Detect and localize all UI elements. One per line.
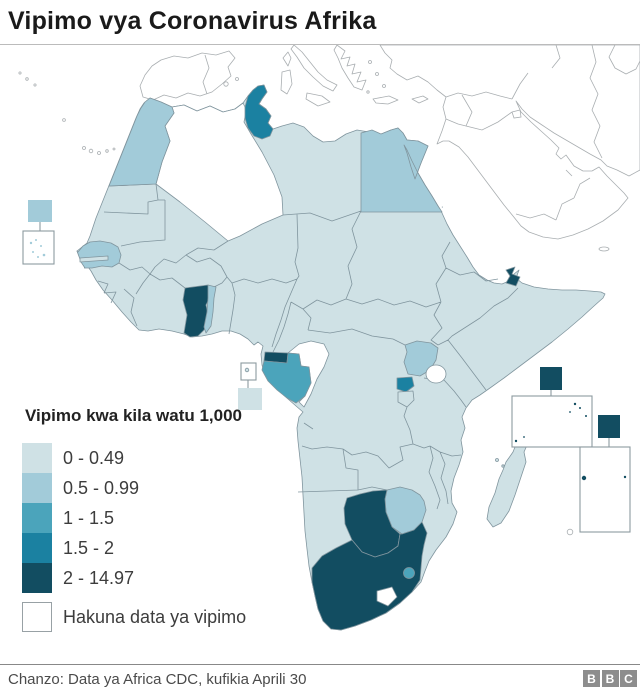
country-south-africa (311, 521, 428, 631)
island-sardinia (280, 69, 293, 95)
island-crete (372, 95, 399, 105)
bbc-logo: B B C (583, 670, 637, 687)
region-middle-east (379, 45, 640, 240)
callout-sao-tome (238, 362, 262, 410)
bbc-logo-block: C (620, 670, 637, 687)
border-portugal-spain (202, 54, 210, 95)
country-senegal (76, 240, 122, 269)
region-greece (333, 45, 367, 91)
source-attribution: Chanzo: Data ya Africa CDC, kufikia Apri… (8, 671, 307, 688)
bbc-logo-block: B (601, 670, 619, 687)
africa-map (0, 45, 640, 664)
island-socotra (598, 246, 610, 252)
country-eswatini (403, 567, 415, 579)
region-italy (290, 45, 338, 92)
country-morocco (108, 97, 175, 187)
lake-victoria (425, 364, 447, 384)
region-iberia (139, 50, 236, 101)
country-gabon (261, 352, 312, 404)
atlantic-islands (18, 71, 116, 155)
callout-seychelles (511, 367, 593, 448)
callout-mauritius (579, 415, 631, 533)
country-tunisia (244, 84, 274, 140)
island-cyprus (411, 95, 429, 104)
page-title: Vipimo vya Coronavirus Afrika (8, 7, 377, 35)
footer-divider (0, 664, 640, 665)
africa-map-svg (18, 45, 640, 631)
country-egypt (360, 127, 443, 213)
island-sicily (305, 92, 331, 107)
title-divider (0, 44, 640, 45)
country-togo (203, 284, 217, 334)
country-madagascar (486, 436, 529, 528)
country-djibouti (505, 266, 521, 287)
caspian-sea-outline (608, 45, 640, 75)
island-corsica (282, 51, 292, 67)
non-africa-borders (445, 45, 603, 221)
country-gambia (79, 255, 109, 263)
country-rwanda (396, 376, 415, 393)
country-burundi (397, 390, 415, 408)
bbc-logo-block: B (583, 670, 600, 687)
comoros-islands (495, 458, 574, 536)
callout-cape-verde (22, 200, 55, 265)
aegean-islands (223, 60, 386, 94)
country-lesotho (376, 586, 398, 607)
